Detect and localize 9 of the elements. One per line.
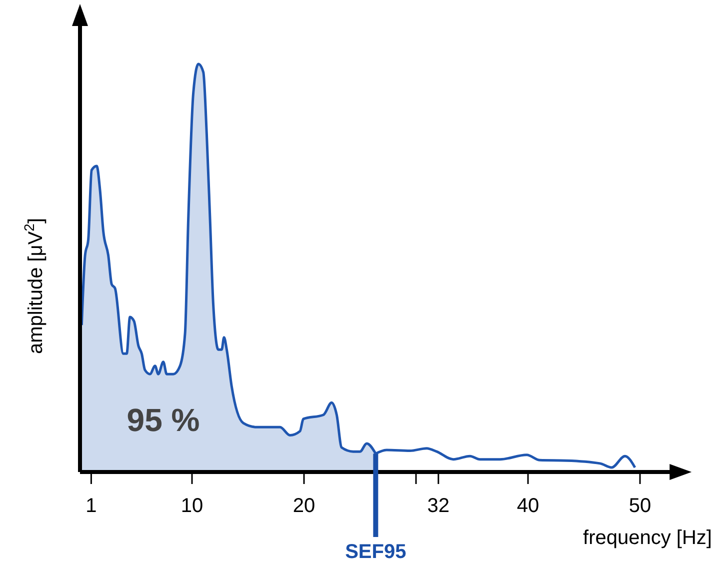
x-tick-label: 20 <box>292 495 316 517</box>
annotation: 95 % <box>126 402 200 438</box>
ref-line-label: SEF95 <box>345 541 406 563</box>
x-tick-label: 50 <box>628 495 652 517</box>
x-tick-label: 10 <box>180 495 204 517</box>
x-tick-label: 1 <box>86 495 97 517</box>
x-tick-label: 40 <box>516 495 540 517</box>
x-tick-label: 32 <box>427 495 450 517</box>
x-axis-title: frequency [Hz] <box>583 527 712 549</box>
